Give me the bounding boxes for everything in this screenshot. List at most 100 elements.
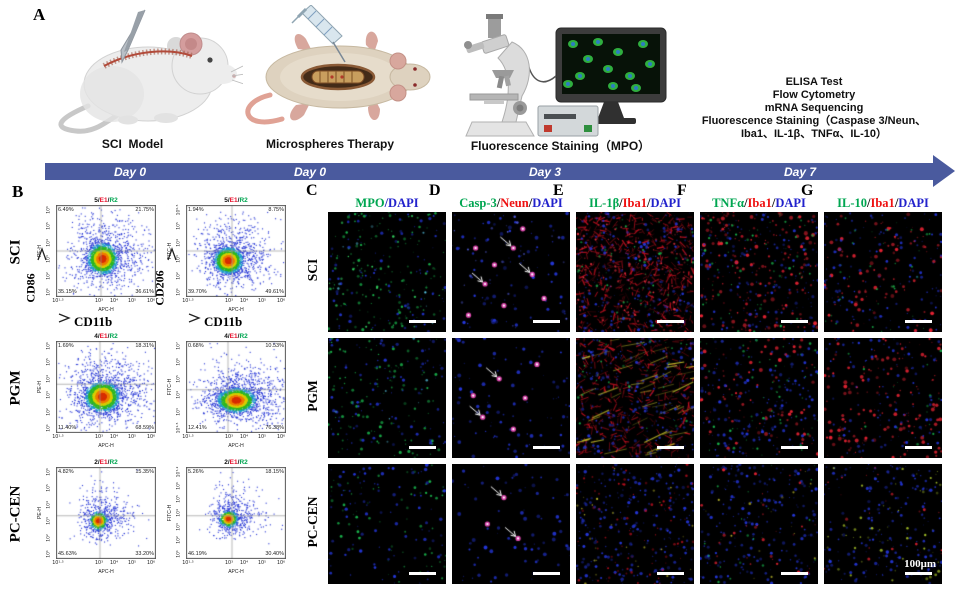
- stain-name: /: [894, 196, 899, 210]
- gate-separator: /: [97, 197, 100, 204]
- x-axis-label: APC-H: [98, 569, 114, 575]
- x-axis-label: APC-H: [228, 443, 244, 449]
- gate-separator: /: [227, 197, 230, 204]
- quadrant-percentage-tl: 1.94%: [188, 207, 204, 213]
- x-axis-tick: 10⁶: [146, 435, 156, 440]
- y-axis-label: PE-H: [37, 507, 43, 519]
- timeline-day-label: Day 7: [783, 165, 817, 179]
- x-axis-tick: 10³: [224, 561, 234, 566]
- quadrant-percentage-tr: 8.75%: [268, 207, 284, 213]
- quadrant-percentage-tr: 18.15%: [265, 469, 284, 475]
- quadrant-percentage-br: 36.61%: [135, 289, 154, 295]
- y-axis-tick: 10³: [176, 522, 182, 531]
- timeline-arrow: [45, 163, 934, 180]
- panel-b-letter: B: [12, 182, 24, 201]
- gate-part: E1: [99, 459, 108, 466]
- quadrant-percentage-br: 68.59%: [135, 425, 154, 431]
- gate-separator: /: [237, 197, 240, 204]
- scale-bar: [533, 446, 560, 449]
- x-axis-tick: 10⁵: [257, 561, 267, 566]
- y-axis-label: PE-H: [37, 381, 43, 393]
- microscopy-image: [328, 464, 446, 584]
- stain-name: IL-1β: [588, 196, 620, 210]
- quadrant-percentage-br: 33.20%: [135, 551, 154, 557]
- panel-letter: C: [306, 182, 318, 199]
- assay-line: Iba1、IL-1β、TNFα、IL-10）: [740, 128, 888, 140]
- assay-line: mRNA Sequencing: [764, 102, 864, 114]
- y-axis-tick: 10⁶: [176, 358, 182, 367]
- y-axis-tick: 10⁵: [176, 495, 182, 504]
- gate-part: R2: [109, 197, 118, 204]
- microscope-body: [464, 14, 535, 137]
- y-axis-tick: 10⁵: [176, 375, 182, 383]
- stain-name: /: [646, 196, 651, 210]
- gate-part: R2: [109, 459, 118, 466]
- panel-letter: E: [553, 182, 564, 199]
- y-axis-label: FITC-H: [167, 504, 173, 522]
- sci-model-mouse-illustration: [58, 9, 243, 134]
- quadrant-percentage-bl: 45.63%: [58, 551, 77, 557]
- microscopy-canvas: [452, 212, 570, 332]
- x-axis-tick: 10⁴: [109, 299, 119, 304]
- y-axis-tick: 10³: [176, 407, 182, 416]
- y-axis-tick: 10⁴: [46, 375, 52, 383]
- timeline-arrowhead-icon: [933, 155, 955, 187]
- flow-gate-title: 4/E1/R2: [186, 333, 286, 340]
- scale-bar: [781, 320, 808, 323]
- cd86-axis-label: CD86: [23, 273, 38, 303]
- gate-part: E1: [229, 197, 238, 204]
- stain-name: TNFα: [712, 196, 745, 210]
- microscopy-canvas: [700, 464, 818, 584]
- panel-letter: G: [801, 182, 814, 199]
- quadrant-percentage-br: 30.40%: [265, 551, 284, 557]
- scale-bar: [409, 320, 436, 323]
- microscopy-canvas: [576, 338, 694, 458]
- gate-part: E1: [99, 333, 108, 340]
- x-axis-tick: 10³: [94, 435, 104, 440]
- gate-separator: /: [237, 333, 240, 340]
- microscopy-canvas: [452, 338, 570, 458]
- x-axis-tick: 10¹·⁵: [52, 561, 64, 566]
- y-axis-tick: 10⁵: [176, 222, 182, 231]
- gate-separator: /: [97, 459, 100, 466]
- x-axis-tick: 10³: [94, 299, 104, 304]
- x-axis-tick: 10³: [224, 435, 234, 440]
- x-axis-tick: 10³: [94, 561, 104, 566]
- panel-letter: D: [429, 182, 441, 199]
- gate-part: E1: [229, 333, 238, 340]
- microscopy-image: [700, 212, 818, 332]
- gate-part: 2: [224, 459, 228, 466]
- scale-bar: [905, 320, 932, 323]
- y-axis-label: FITC-H: [167, 378, 173, 396]
- stain-name: /: [744, 196, 748, 210]
- gate-part: 5: [224, 197, 228, 204]
- scale-bar: [657, 320, 684, 323]
- flow-scatter-canvas: [186, 205, 286, 297]
- y-axis-tick: 10²: [46, 407, 52, 416]
- microscopy-canvas: [824, 338, 942, 458]
- flow-gate-title: 4/E1/R2: [56, 333, 156, 340]
- assay-line: Fluorescence Staining（Caspase 3/Neun、: [701, 115, 927, 127]
- flow-plot-area: 6.49% 21.75% 35.15% 36.61%: [56, 205, 156, 297]
- microscopy-image: 100μm: [824, 464, 942, 584]
- cd11b-axis-label: CD11b: [74, 314, 113, 329]
- fluorescent-cells: [563, 38, 655, 92]
- y-axis-tick: 10⁶: [46, 206, 52, 214]
- scale-bar: [905, 572, 932, 575]
- step-caption-microspheres: Microspheres Therapy: [265, 137, 395, 151]
- flow-plot-cd86-cd11b: 2/E1/R2 4.82% 15.35% 45.63% 33.20% 10⁶ 10⁵ 10⁴ 1…: [36, 459, 163, 581]
- gate-separator: /: [227, 333, 230, 340]
- x-axis-tick: 10⁵: [257, 435, 267, 440]
- flow-plot-area: 0.68% 10.53% 12.41% 76.38%: [186, 341, 286, 433]
- x-axis-tick: 10⁵: [257, 299, 267, 304]
- microscopy-canvas: [700, 212, 818, 332]
- gate-part: E1: [229, 459, 238, 466]
- stain-name: Casp-3: [459, 196, 497, 210]
- microscopy-canvas: [824, 212, 942, 332]
- microscopy-image: [576, 464, 694, 584]
- quadrant-percentage-tl: 0.68%: [188, 343, 204, 349]
- quadrant-percentage-bl: 12.41%: [188, 425, 207, 431]
- quadrant-percentage-tr: 21.75%: [135, 207, 154, 213]
- y-axis-tick: 10⁷: [176, 342, 182, 350]
- quadrant-percentage-bl: 35.15%: [58, 289, 77, 295]
